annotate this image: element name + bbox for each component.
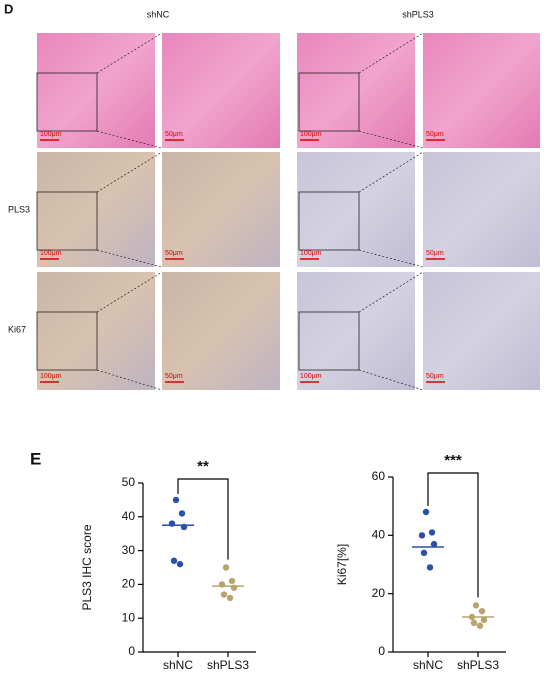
y-tick-label: 10 [122, 610, 136, 624]
zoom-line [96, 32, 163, 74]
column-label: shNC [147, 9, 170, 19]
x-tick-label: shPLS3 [207, 658, 249, 672]
significance: *** [444, 452, 462, 469]
data-point [176, 560, 184, 568]
significance: ** [197, 458, 209, 475]
scale-label: 50μm [426, 131, 444, 138]
micrograph [162, 272, 280, 390]
micrograph [162, 33, 280, 148]
y-tick-label: 40 [372, 528, 386, 542]
x-tick-label: shNC [163, 658, 193, 672]
micrograph [423, 272, 540, 390]
scale-label: 50μm [426, 250, 444, 257]
x-tick-label: shPLS3 [457, 658, 499, 672]
data-point [228, 577, 236, 585]
data-point [168, 520, 176, 527]
data-point [480, 616, 488, 624]
scale-label: 100μm [40, 373, 62, 380]
column-label: shPLS3 [402, 9, 434, 19]
scale-label: 100μm [40, 250, 62, 257]
micrograph [162, 152, 280, 267]
zoom-line [358, 151, 424, 193]
data-point [222, 564, 230, 571]
micrograph [423, 33, 540, 148]
data-point [178, 510, 186, 517]
micrograph [297, 33, 415, 148]
micrograph [297, 152, 415, 267]
y-tick-label: 20 [372, 586, 386, 600]
panel-label: D [4, 1, 13, 16]
significance-bracket [177, 478, 229, 560]
data-point [220, 591, 228, 598]
scale-label: 50μm [165, 131, 183, 138]
y-axis-label: PLS3 IHC score [80, 524, 94, 610]
y-tick-label: 0 [128, 644, 135, 658]
y-tick-label: 30 [122, 543, 136, 557]
zoom-line [96, 130, 163, 149]
data-point [422, 508, 430, 516]
y-tick-label: 40 [122, 509, 136, 523]
scale-label: 100μm [40, 131, 62, 138]
data-point [226, 594, 234, 602]
data-point [428, 529, 436, 536]
scale-label: 50μm [165, 250, 183, 257]
scale-label: 50μm [426, 373, 444, 380]
zoom-line [96, 249, 163, 268]
zoom-line [96, 271, 163, 313]
micrograph [37, 152, 155, 267]
x-tick-label: shNC [413, 658, 443, 672]
zoom-line [358, 369, 424, 391]
data-point [420, 549, 428, 557]
panel-label: E [30, 449, 41, 468]
zoom-box [36, 72, 98, 132]
y-tick-label: 20 [122, 577, 136, 591]
data-point [470, 619, 478, 627]
micrograph [423, 152, 540, 267]
zoom-line [96, 369, 163, 391]
data-point [418, 532, 426, 539]
data-point [170, 557, 178, 564]
zoom-box [36, 311, 98, 371]
zoom-line [358, 32, 424, 74]
data-point [478, 607, 486, 615]
data-point [426, 564, 434, 571]
data-point [230, 584, 238, 591]
row-label: PLS3 [8, 204, 30, 214]
zoom-box [36, 191, 98, 251]
data-point [468, 613, 476, 621]
row-label: Ki67 [8, 324, 26, 334]
data-point [180, 523, 188, 531]
zoom-box [298, 311, 360, 371]
zoom-line [358, 130, 424, 149]
zoom-box [298, 191, 360, 251]
y-tick-label: 60 [372, 469, 386, 483]
significance-bracket [427, 472, 479, 598]
data-point [472, 602, 480, 609]
scale-label: 100μm [300, 250, 322, 257]
micrograph [37, 33, 155, 148]
data-point [172, 496, 180, 504]
zoom-line [358, 249, 424, 268]
scale-label: 50μm [165, 373, 183, 380]
data-point [476, 622, 484, 629]
data-point [430, 540, 438, 548]
data-point [218, 581, 226, 588]
zoom-box [298, 72, 360, 132]
zoom-line [96, 151, 163, 193]
y-tick-label: 0 [378, 644, 385, 658]
scale-label: 100μm [300, 373, 322, 380]
y-tick-label: 50 [122, 475, 136, 489]
y-axis-label: Ki67[%] [335, 544, 349, 585]
scale-label: 100μm [300, 131, 322, 138]
zoom-line [358, 271, 424, 313]
